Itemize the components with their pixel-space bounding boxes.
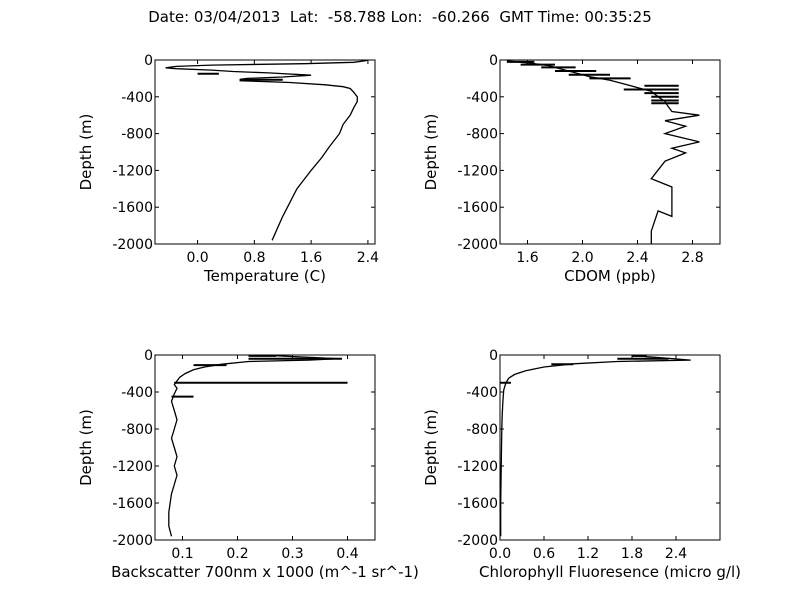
panel-2-xtick-label: 2.0 [571, 250, 593, 266]
figure-title: Date: 03/04/2013 Lat: -58.788 Lon: -60.2… [148, 8, 652, 26]
panel-3-xtick-label: 0.2 [226, 546, 248, 562]
panel-4-ytick-label: -1600 [457, 496, 498, 512]
panel-2-ytick-label: 0 [489, 53, 498, 69]
panel-1-ylabel: Depth (m) [77, 114, 95, 191]
panel-1-xlabel: Temperature (C) [203, 267, 326, 285]
panel-3-ytick-label: -400 [121, 385, 153, 401]
panel-4-xtick-label: 1.8 [621, 546, 643, 562]
panel-3-ytick-label: 0 [144, 348, 153, 364]
panel-1-frame [154, 59, 376, 245]
panel-4-ytick-label: -400 [466, 385, 498, 401]
panel-3-ytick-label: -2000 [112, 533, 153, 549]
panel-3-xtick-label: 0.1 [171, 546, 193, 562]
panel-4-ytick-label: 0 [489, 348, 498, 364]
panel-2-xlabel: CDOM (ppb) [564, 267, 656, 285]
panel-2-ytick-label: -800 [466, 127, 498, 143]
panel-2-frame [499, 59, 721, 245]
panel-4-xtick-label: 0.6 [533, 546, 555, 562]
panel-4-ytick-label: -800 [466, 422, 498, 438]
panel-2-xtick-label: 2.4 [626, 250, 648, 266]
panel-4-xlabel: Chlorophyll Fluoresence (micro g/l) [479, 563, 741, 581]
panel-4-xtick-label: 0.0 [489, 546, 511, 562]
panel-1-xtick-label: 0.0 [186, 250, 208, 266]
panel-1-ytick-label: -2000 [112, 237, 153, 253]
panel-2-ytick-label: -2000 [457, 237, 498, 253]
panel-3-ytick-label: -1200 [112, 459, 153, 475]
panel-2-ylabel: Depth (m) [422, 114, 440, 191]
panel-1-ytick-label: -400 [121, 90, 153, 106]
panel-2-xtick-label: 2.8 [681, 250, 703, 266]
panel-3-ylabel: Depth (m) [77, 409, 95, 486]
panel-1-ytick-label: -800 [121, 127, 153, 143]
panel-4-ytick-label: -1200 [457, 459, 498, 475]
panel-2-series-line [506, 60, 700, 244]
panel-1-ytick-label: 0 [144, 53, 153, 69]
panel-3-ytick-label: -800 [121, 422, 153, 438]
panel-2-ytick-label: -1600 [457, 200, 498, 216]
panel-1-xtick-label: 2.4 [357, 250, 379, 266]
panel-4-ytick-label: -2000 [457, 533, 498, 549]
panel-4-xtick-label: 2.4 [665, 546, 687, 562]
panel-4-frame [499, 354, 721, 541]
panel-1-xtick-label: 0.8 [243, 250, 265, 266]
panel-2-ytick-label: -400 [466, 90, 498, 106]
panel-1-ytick-label: -1600 [112, 200, 153, 216]
panel-1-series-line [165, 60, 369, 241]
panel-1-ytick-label: -1200 [112, 163, 153, 179]
panel-4-series-line [500, 355, 691, 537]
panel-4-xtick-label: 1.2 [577, 546, 599, 562]
panel-3-xlabel: Backscatter 700nm x 1000 (m^-1 sr^-1) [111, 563, 419, 581]
panel-1-xtick-label: 1.6 [300, 250, 322, 266]
panel-4-ylabel: Depth (m) [422, 409, 440, 486]
panel-2-xtick-label: 1.6 [516, 250, 538, 266]
panel-3-xtick-label: 0.4 [336, 546, 358, 562]
panel-3-ytick-label: -1600 [112, 496, 153, 512]
panel-3-xtick-label: 0.3 [281, 546, 303, 562]
panel-2-ytick-label: -1200 [457, 163, 498, 179]
